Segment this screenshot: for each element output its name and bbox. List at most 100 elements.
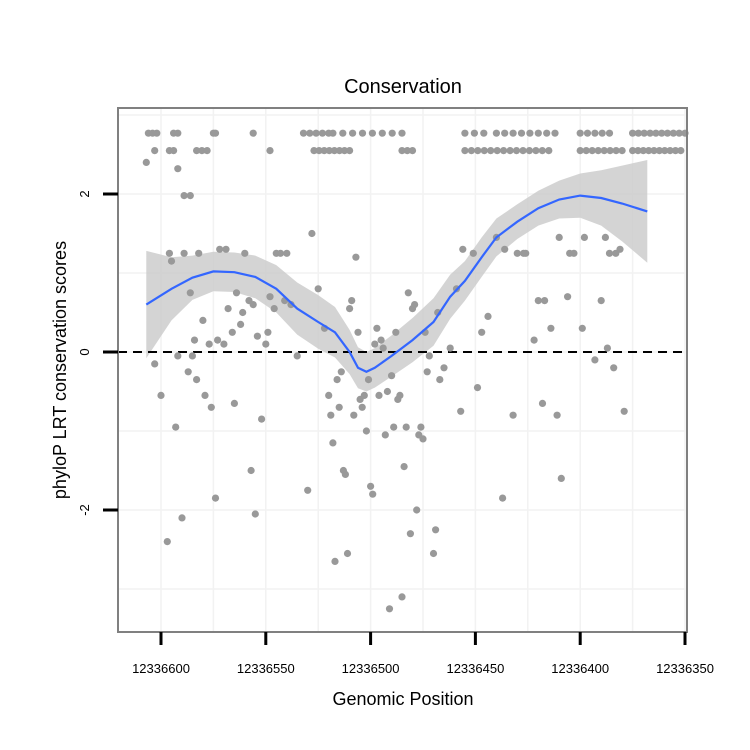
smooth-line-layer	[145, 194, 648, 374]
data-point	[501, 245, 509, 253]
data-point	[249, 129, 257, 137]
data-point	[193, 376, 201, 384]
data-point	[598, 129, 606, 137]
data-point	[588, 147, 596, 155]
data-point	[390, 423, 398, 431]
data-point	[522, 249, 530, 257]
data-point	[199, 316, 207, 324]
data-point	[403, 147, 411, 155]
data-point	[375, 391, 383, 399]
data-point	[333, 376, 341, 384]
data-point	[247, 466, 255, 475]
data-point	[512, 147, 521, 155]
data-point	[211, 129, 220, 137]
y-tick-label: -2	[77, 504, 92, 516]
data-point	[474, 147, 482, 155]
data-point	[188, 352, 196, 360]
data-points	[142, 129, 689, 613]
data-point	[398, 129, 406, 137]
data-point	[151, 147, 159, 155]
data-point	[419, 435, 427, 443]
data-point	[470, 129, 478, 137]
data-point	[216, 245, 224, 253]
data-point	[519, 147, 527, 155]
data-point	[237, 320, 245, 328]
data-point	[639, 147, 647, 155]
data-point	[348, 297, 356, 305]
data-point	[606, 147, 614, 155]
data-point	[612, 147, 620, 155]
data-point	[195, 249, 203, 257]
data-point	[634, 147, 642, 155]
data-point	[601, 233, 610, 241]
data-point	[538, 147, 546, 155]
data-point	[661, 147, 669, 155]
data-point	[402, 423, 410, 431]
data-point	[446, 344, 454, 352]
data-point	[429, 549, 438, 558]
data-point	[186, 192, 194, 200]
data-point	[398, 147, 406, 155]
data-point	[220, 340, 228, 348]
data-point	[580, 233, 589, 241]
data-point	[605, 129, 614, 137]
data-point	[364, 376, 373, 384]
data-point	[283, 249, 291, 257]
data-point	[557, 474, 565, 482]
data-point	[500, 147, 508, 155]
data-point	[480, 147, 488, 155]
data-point	[629, 147, 637, 155]
data-point	[675, 129, 683, 137]
data-point	[538, 399, 547, 407]
data-point	[358, 403, 366, 411]
data-point	[467, 147, 475, 155]
x-tick-label: 12336550	[237, 661, 295, 676]
data-point	[193, 147, 201, 155]
data-point	[677, 147, 685, 155]
data-point	[207, 403, 215, 411]
data-point	[423, 368, 431, 376]
smooth-line	[145, 194, 648, 374]
data-point	[534, 297, 542, 305]
data-point	[362, 427, 370, 435]
data-point	[440, 364, 448, 372]
data-point	[330, 147, 338, 155]
data-point	[480, 129, 488, 137]
x-tick-label: 12336600	[132, 661, 190, 676]
data-point	[142, 158, 150, 166]
data-point	[315, 147, 323, 155]
data-point	[432, 526, 440, 534]
data-point	[310, 147, 318, 155]
data-point	[304, 486, 312, 494]
data-point	[299, 129, 308, 137]
data-point	[417, 423, 425, 431]
data-point	[167, 257, 176, 265]
data-point	[172, 423, 180, 431]
data-point	[671, 147, 680, 155]
data-point	[346, 147, 354, 155]
data-point	[205, 340, 213, 348]
data-point	[457, 407, 465, 415]
data-point	[325, 391, 333, 399]
data-point	[340, 147, 349, 155]
data-point	[534, 129, 542, 137]
data-point	[658, 129, 666, 137]
data-point	[385, 605, 394, 613]
data-point	[287, 301, 295, 309]
x-tick-label: 12336500	[342, 661, 400, 676]
data-point	[276, 249, 285, 257]
data-point	[473, 384, 482, 392]
data-point	[343, 549, 352, 558]
data-point	[543, 129, 551, 137]
data-point	[493, 147, 501, 155]
data-point	[652, 129, 660, 137]
data-point	[327, 411, 335, 419]
data-point	[329, 439, 337, 447]
data-point	[553, 411, 561, 419]
data-point	[461, 147, 469, 155]
data-point	[184, 368, 192, 376]
data-point	[331, 557, 339, 566]
data-point	[469, 249, 477, 257]
data-point	[371, 340, 379, 348]
data-point	[241, 249, 249, 257]
